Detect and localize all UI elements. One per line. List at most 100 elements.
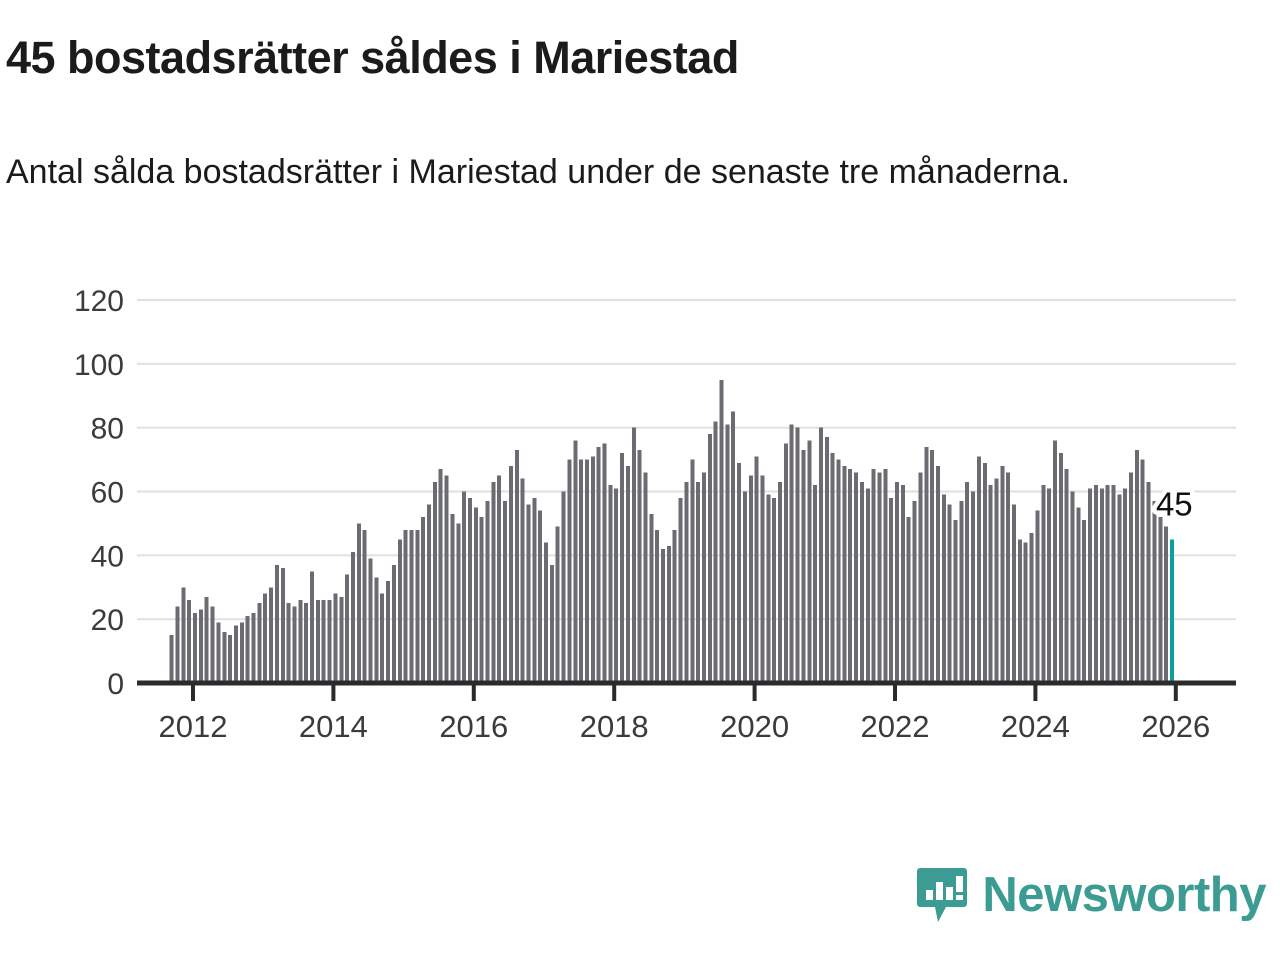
bar bbox=[228, 635, 233, 684]
bar bbox=[1140, 459, 1145, 683]
page-title: 45 bostadsrätter såldes i Mariestad bbox=[6, 32, 739, 83]
bar bbox=[1000, 465, 1005, 683]
bar bbox=[1134, 450, 1139, 683]
y-axis-tick-label: 100 bbox=[74, 349, 124, 382]
bar bbox=[438, 469, 443, 683]
bar bbox=[742, 491, 747, 683]
bar bbox=[965, 481, 970, 683]
bar bbox=[503, 501, 508, 683]
bar bbox=[631, 427, 636, 683]
bar bbox=[959, 501, 964, 683]
bar bbox=[584, 459, 589, 683]
bar bbox=[514, 450, 519, 683]
bar bbox=[725, 424, 730, 683]
bar bbox=[935, 465, 940, 683]
bar bbox=[701, 472, 706, 683]
bar bbox=[456, 523, 461, 683]
bar bbox=[1099, 488, 1104, 683]
bar bbox=[889, 497, 894, 683]
bar bbox=[286, 603, 291, 683]
bar bbox=[239, 622, 244, 683]
bar bbox=[280, 568, 285, 683]
bar bbox=[602, 443, 607, 684]
bar bbox=[719, 379, 724, 683]
bar bbox=[1012, 504, 1016, 683]
bar bbox=[1164, 526, 1169, 683]
bar bbox=[362, 529, 367, 683]
bar bbox=[274, 564, 279, 683]
bar bbox=[783, 443, 788, 684]
bar bbox=[233, 625, 238, 683]
bar bbox=[930, 450, 935, 683]
bar bbox=[637, 450, 642, 683]
bar bbox=[333, 593, 338, 683]
bar bbox=[947, 504, 952, 683]
bar bbox=[807, 440, 812, 683]
bar bbox=[485, 501, 490, 683]
bar bbox=[508, 465, 513, 683]
bar bbox=[579, 459, 584, 683]
bar bbox=[216, 622, 221, 683]
y-axis-tick-label: 80 bbox=[91, 413, 124, 446]
bar bbox=[222, 631, 227, 683]
bar bbox=[210, 606, 215, 683]
bar bbox=[479, 517, 484, 683]
bar bbox=[842, 465, 847, 683]
bar bbox=[649, 513, 654, 683]
value-annotation: 45 bbox=[1151, 481, 1197, 527]
bar bbox=[643, 472, 648, 683]
highlight-value-label: 45 bbox=[1156, 485, 1193, 522]
bar bbox=[865, 488, 870, 683]
bar bbox=[672, 529, 677, 683]
bar bbox=[824, 437, 829, 683]
y-axis-tick-label: 0 bbox=[107, 668, 124, 701]
bar bbox=[830, 453, 835, 683]
bar bbox=[386, 580, 391, 683]
y-axis-tick-label: 60 bbox=[91, 477, 124, 510]
bar bbox=[450, 513, 455, 683]
bar bbox=[813, 485, 818, 683]
bar bbox=[1064, 469, 1069, 683]
bar bbox=[801, 450, 806, 683]
bar bbox=[778, 481, 782, 683]
bar bbox=[298, 600, 303, 683]
bar bbox=[655, 529, 660, 683]
bar bbox=[1088, 488, 1093, 683]
page-subtitle: Antal sålda bostadsrätter i Mariestad un… bbox=[6, 153, 1071, 191]
bar bbox=[918, 472, 923, 683]
bar bbox=[1117, 494, 1122, 683]
bar bbox=[982, 462, 987, 683]
bar bbox=[1052, 440, 1057, 683]
bar bbox=[795, 427, 800, 683]
bar bbox=[994, 478, 999, 683]
bar bbox=[590, 456, 595, 683]
bar bbox=[596, 446, 601, 683]
bar-highlighted bbox=[1169, 539, 1174, 684]
bar bbox=[1017, 539, 1022, 684]
bar-chart-speech-bubble-icon bbox=[917, 868, 968, 922]
bar bbox=[473, 507, 478, 683]
y-axis-tick-label: 40 bbox=[91, 540, 124, 573]
bar bbox=[895, 481, 899, 683]
bar bbox=[871, 469, 876, 683]
bar bbox=[520, 478, 525, 683]
bar bbox=[175, 606, 180, 683]
bar bbox=[345, 574, 350, 683]
bar bbox=[1105, 485, 1110, 683]
bar bbox=[1076, 507, 1081, 683]
bar bbox=[678, 497, 683, 683]
bar bbox=[789, 424, 794, 683]
bar bbox=[1070, 491, 1075, 683]
bar bbox=[567, 459, 572, 683]
bar bbox=[1047, 488, 1052, 683]
bar bbox=[1029, 532, 1034, 683]
bar bbox=[971, 491, 976, 683]
bar bbox=[187, 600, 192, 683]
bar bbox=[731, 411, 736, 683]
bar bbox=[877, 472, 882, 683]
bar bbox=[953, 520, 958, 683]
bar bbox=[462, 491, 467, 683]
x-axis-tick-label: 2024 bbox=[1001, 709, 1070, 744]
x-axis-tick-label: 2020 bbox=[720, 709, 789, 744]
